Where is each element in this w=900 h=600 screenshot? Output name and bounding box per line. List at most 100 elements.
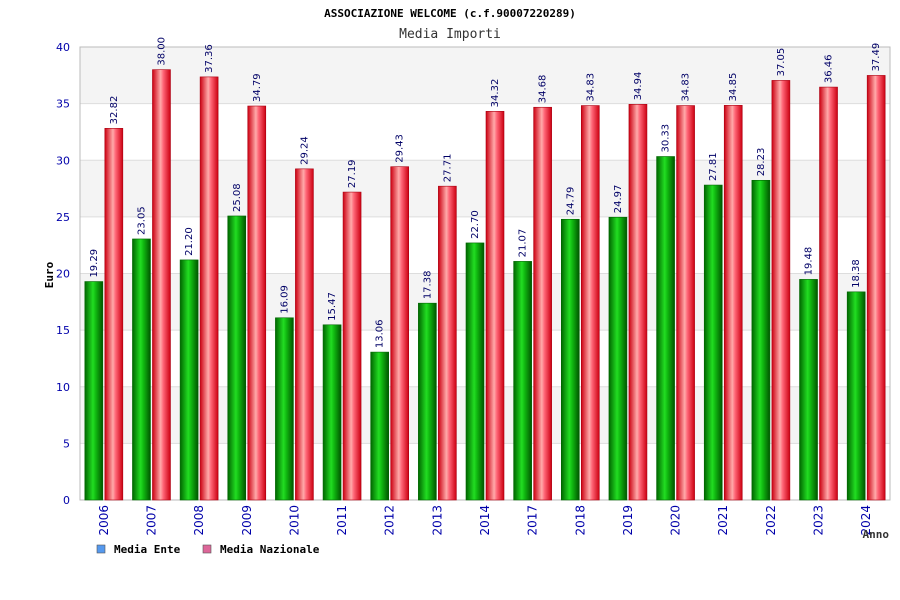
- bar-media-nazionale: [866, 75, 886, 501]
- legend-label: Media Nazionale: [220, 543, 320, 556]
- data-label: 37.36: [204, 44, 215, 73]
- chart-title: ASSOCIAZIONE WELCOME (c.f.90007220289): [324, 7, 576, 20]
- data-label: 16.09: [279, 285, 290, 314]
- data-label: 38.00: [156, 37, 167, 66]
- bar-media-ente: [370, 351, 390, 501]
- x-tick-label: 2006: [97, 505, 111, 536]
- x-axis-label: Anno: [863, 528, 890, 541]
- y-tick-label: 20: [56, 268, 70, 281]
- data-label: 34.68: [538, 75, 549, 104]
- bar-media-nazionale: [342, 191, 362, 501]
- x-tick-label: 2022: [764, 505, 778, 536]
- data-label: 34.83: [585, 73, 596, 102]
- bar-media-ente: [846, 291, 866, 501]
- bar-media-ente: [703, 184, 723, 501]
- x-tick-label: 2018: [573, 505, 587, 536]
- bar-media-nazionale: [152, 69, 171, 501]
- bar-media-ente: [465, 242, 485, 501]
- chart-subtitle: Media Importi: [399, 27, 501, 42]
- bar-media-nazionale: [771, 80, 791, 501]
- bar-media-ente: [560, 218, 580, 501]
- bar-media-ente: [84, 281, 104, 501]
- bar-media-ente: [132, 238, 151, 501]
- y-tick-label: 40: [56, 41, 70, 54]
- bar-media-nazionale: [533, 106, 552, 501]
- x-tick-label: 2017: [526, 505, 540, 536]
- x-tick-label: 2011: [335, 505, 349, 536]
- data-label: 23.05: [136, 206, 147, 235]
- bar-media-ente: [227, 215, 247, 501]
- bar-media-nazionale: [819, 86, 838, 501]
- y-axis-label: Euro: [43, 261, 56, 288]
- data-label: 27.71: [442, 154, 453, 183]
- bar-media-nazionale: [628, 104, 648, 501]
- x-tick-label: 2008: [192, 505, 206, 536]
- x-tick-label: 2014: [478, 505, 492, 536]
- data-label: 21.07: [518, 229, 529, 258]
- data-label: 30.33: [661, 124, 672, 153]
- data-label: 34.94: [633, 72, 644, 101]
- data-label: 29.43: [395, 134, 406, 163]
- data-label: 19.48: [804, 247, 815, 276]
- x-tick-label: 2012: [383, 505, 397, 536]
- x-tick-label: 2021: [716, 505, 730, 536]
- bar-media-ente: [418, 302, 437, 501]
- bar-media-nazionale: [390, 166, 410, 501]
- bar-media-ente: [751, 179, 771, 501]
- bar-media-nazionale: [104, 128, 124, 501]
- data-label: 13.06: [375, 319, 386, 348]
- data-label: 37.05: [776, 48, 787, 77]
- data-label: 25.08: [232, 183, 243, 212]
- bar-media-nazionale: [723, 105, 743, 501]
- bar-media-nazionale: [676, 105, 695, 501]
- legend-swatch: [202, 544, 212, 554]
- bar-media-ente: [656, 156, 675, 501]
- legend: Media Ente Media Nazionale: [96, 543, 320, 556]
- bar-media-ente: [513, 261, 532, 501]
- y-tick-label: 25: [56, 211, 70, 224]
- data-label: 36.46: [824, 54, 835, 83]
- data-label: 34.83: [681, 73, 692, 102]
- x-tick-label: 2013: [430, 505, 444, 536]
- y-tick-label: 35: [56, 98, 70, 111]
- data-label: 17.38: [422, 271, 433, 300]
- data-label: 34.32: [490, 79, 501, 108]
- y-tick-label: 10: [56, 381, 70, 394]
- x-tick-label: 2024: [859, 505, 873, 536]
- y-tick-label: 15: [56, 324, 70, 337]
- bar-media-ente: [275, 317, 294, 501]
- y-tick-label: 0: [63, 494, 70, 507]
- data-label: 24.97: [613, 185, 624, 214]
- x-tick-label: 2019: [621, 505, 635, 536]
- data-label: 32.82: [109, 96, 120, 125]
- bar-media-ente: [322, 324, 342, 501]
- data-label: 34.85: [728, 73, 739, 102]
- data-label: 19.29: [89, 249, 100, 278]
- data-label: 18.38: [851, 259, 862, 288]
- plot-frame: [79, 46, 891, 501]
- bar-media-ente: [179, 259, 199, 501]
- data-label: 22.70: [470, 210, 481, 239]
- x-tick-label: 2010: [287, 505, 301, 536]
- plot-area: 0 5 10 15 20 25 30 35 40 19.29 32.82 2006 23.05 38.00…: [56, 37, 891, 536]
- data-label: 27.19: [347, 159, 358, 188]
- x-tick-label: 2020: [669, 505, 683, 536]
- legend-label: Media Ente: [114, 543, 181, 556]
- bar-media-nazionale: [295, 168, 314, 501]
- data-label: 24.79: [565, 187, 576, 216]
- data-label: 29.24: [299, 136, 310, 165]
- bar-media-nazionale: [485, 111, 505, 501]
- data-label: 37.49: [871, 43, 882, 72]
- data-label: 15.47: [327, 292, 338, 321]
- y-tick-label: 5: [63, 437, 70, 450]
- data-label: 21.20: [184, 227, 195, 256]
- x-tick-label: 2023: [812, 505, 826, 536]
- bar-media-nazionale: [438, 185, 457, 501]
- x-tick-label: 2007: [144, 505, 158, 536]
- bar-media-nazionale: [199, 76, 219, 501]
- bar-media-nazionale: [247, 105, 267, 501]
- data-label: 34.79: [252, 73, 263, 102]
- bar-media-ente: [608, 216, 628, 501]
- bar-media-nazionale: [580, 105, 600, 501]
